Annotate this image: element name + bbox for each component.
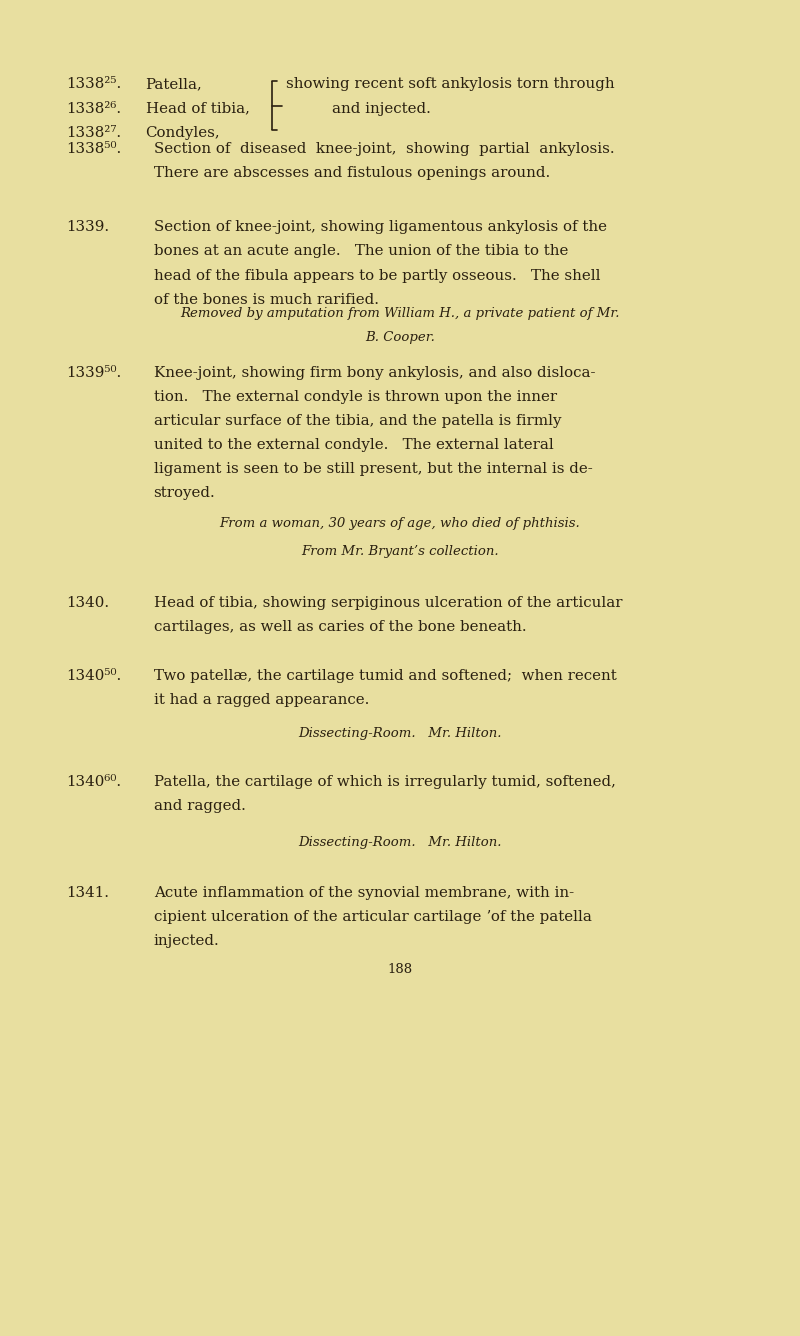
Text: ligament is seen to be still present, but the internal is de-: ligament is seen to be still present, bu… [154,462,592,476]
Text: Section of  diseased  knee-joint,  showing  partial  ankylosis.: Section of diseased knee-joint, showing … [154,142,614,155]
Text: Head of tibia,: Head of tibia, [146,102,250,115]
Text: bones at an acute angle.   The union of the tibia to the: bones at an acute angle. The union of th… [154,244,568,258]
Text: and injected.: and injected. [332,102,431,115]
Text: 188: 188 [387,963,413,977]
Text: Patella, the cartilage of which is irregularly tumid, softened,: Patella, the cartilage of which is irreg… [154,775,615,788]
Text: 1339⁵⁰.: 1339⁵⁰. [66,366,122,379]
Text: tion.   The external condyle is thrown upon the inner: tion. The external condyle is thrown upo… [154,390,557,403]
Text: stroyed.: stroyed. [154,486,215,500]
Text: cartilages, as well as caries of the bone beneath.: cartilages, as well as caries of the bon… [154,620,526,633]
Text: Section of knee-joint, showing ligamentous ankylosis of the: Section of knee-joint, showing ligamento… [154,220,606,234]
Text: Dissecting-Room.   Mr. Hilton.: Dissecting-Room. Mr. Hilton. [298,727,502,740]
Text: cipient ulceration of the articular cartilage ʼof the patella: cipient ulceration of the articular cart… [154,910,591,923]
Text: Condyles,: Condyles, [146,126,220,139]
Text: 1341.: 1341. [66,886,110,899]
Text: From a woman, 30 years of age, who died of phthisis.: From a woman, 30 years of age, who died … [220,517,580,530]
Text: 1338²⁵.: 1338²⁵. [66,77,122,91]
Text: 1338²⁷.: 1338²⁷. [66,126,122,139]
Text: 1338⁵⁰.: 1338⁵⁰. [66,142,122,155]
Text: Removed by amputation from William H., a private patient of Mr.: Removed by amputation from William H., a… [180,307,620,321]
Text: Acute inflammation of the synovial membrane, with in-: Acute inflammation of the synovial membr… [154,886,574,899]
Text: 1340.: 1340. [66,596,110,609]
Text: Patella,: Patella, [146,77,202,91]
Text: head of the fibula appears to be partly osseous.   The shell: head of the fibula appears to be partly … [154,269,600,282]
Text: 1340⁶⁰.: 1340⁶⁰. [66,775,122,788]
Text: articular surface of the tibia, and the patella is firmly: articular surface of the tibia, and the … [154,414,561,428]
Text: There are abscesses and fistulous openings around.: There are abscesses and fistulous openin… [154,166,550,179]
Text: From Mr. Bryant’s collection.: From Mr. Bryant’s collection. [301,545,499,558]
Text: Head of tibia, showing serpiginous ulceration of the articular: Head of tibia, showing serpiginous ulcer… [154,596,622,609]
Text: injected.: injected. [154,934,219,947]
Text: 1340⁵⁰.: 1340⁵⁰. [66,669,122,683]
Text: it had a ragged appearance.: it had a ragged appearance. [154,693,369,707]
Text: of the bones is much rarified.: of the bones is much rarified. [154,293,378,306]
Text: Knee-joint, showing firm bony ankylosis, and also disloca-: Knee-joint, showing firm bony ankylosis,… [154,366,595,379]
Text: united to the external condyle.   The external lateral: united to the external condyle. The exte… [154,438,554,452]
Text: 1339.: 1339. [66,220,110,234]
Text: B. Cooper.: B. Cooper. [365,331,435,345]
Text: and ragged.: and ragged. [154,799,246,812]
Text: Dissecting-Room.   Mr. Hilton.: Dissecting-Room. Mr. Hilton. [298,836,502,850]
Text: 1338²⁶.: 1338²⁶. [66,102,122,115]
Text: showing recent soft ankylosis torn through: showing recent soft ankylosis torn throu… [286,77,615,91]
Text: Two patellæ, the cartilage tumid and softened;  when recent: Two patellæ, the cartilage tumid and sof… [154,669,616,683]
